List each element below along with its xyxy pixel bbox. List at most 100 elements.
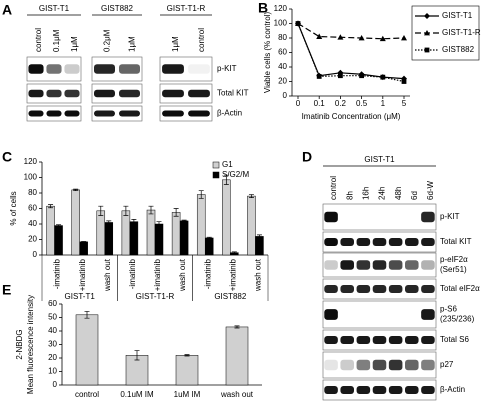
lane-label: 8h <box>345 191 354 200</box>
y-tick-label: 80 <box>278 33 287 42</box>
bar <box>196 194 206 256</box>
blot-strip <box>322 231 437 253</box>
error-bar <box>98 205 104 216</box>
legend-label: GIST-T1-R <box>442 28 481 37</box>
x-tick-label: -imatinib <box>53 258 62 289</box>
band <box>64 89 80 98</box>
band <box>94 64 115 74</box>
blot-strip <box>322 351 437 379</box>
y-tick-label: 10 <box>48 367 57 376</box>
blot-strip <box>26 56 82 82</box>
band <box>188 110 210 117</box>
band <box>356 336 371 344</box>
band <box>340 359 354 371</box>
band <box>356 386 371 394</box>
band <box>188 64 210 74</box>
legend-label: G1 <box>222 160 233 169</box>
point <box>424 30 430 36</box>
x-tick-label: wash out <box>178 258 187 292</box>
band <box>324 386 338 394</box>
band <box>162 64 184 74</box>
row-label: β-Actin <box>440 385 465 394</box>
band <box>324 238 338 246</box>
band <box>388 260 403 270</box>
x-tick-label: wash out <box>254 258 263 292</box>
error-bar <box>198 190 204 199</box>
blot-strip <box>322 379 437 401</box>
lane-label: 1μM <box>128 36 137 52</box>
bar <box>129 221 139 256</box>
band <box>340 336 354 344</box>
error-bar <box>234 325 240 329</box>
x-tick-label: -imatinib <box>203 258 212 289</box>
error-bar <box>84 311 90 319</box>
blot-strip <box>159 105 213 122</box>
x-tick-label: 1uM IM <box>174 390 201 399</box>
error-bar <box>56 224 62 227</box>
error-bar <box>206 236 212 240</box>
lane-label: 0.2μM <box>103 29 112 52</box>
x-tick-label: control <box>75 390 99 399</box>
lane-label: 48h <box>394 187 403 200</box>
error-bar <box>231 251 237 254</box>
band <box>421 386 435 394</box>
bar <box>79 241 88 256</box>
x-tick-label: 0.5 <box>356 99 368 108</box>
lane-label: control <box>329 176 338 200</box>
error-bar <box>123 205 129 216</box>
blot-strip <box>159 56 213 82</box>
band <box>64 110 80 117</box>
bar <box>54 225 63 256</box>
error-bar <box>256 234 262 239</box>
band <box>388 386 403 394</box>
band <box>162 110 184 117</box>
band <box>28 110 44 117</box>
x-tick-label: 0.1uM IM <box>120 390 154 399</box>
band <box>421 285 435 293</box>
bar <box>104 222 114 256</box>
group-label: GIST882 <box>214 292 247 301</box>
band <box>372 285 387 293</box>
y-tick-label: 100 <box>24 173 38 182</box>
bar <box>255 236 264 256</box>
legend-label: GIST882 <box>442 45 475 54</box>
band <box>340 260 354 270</box>
error-bar <box>156 221 162 227</box>
y-tick-label: 40 <box>278 62 287 71</box>
band <box>324 359 338 371</box>
point <box>380 74 386 80</box>
band <box>162 89 184 98</box>
group-label: GIST-T1 <box>65 292 96 301</box>
band <box>388 285 403 293</box>
x-tick-label: 5 <box>402 99 407 108</box>
legend-swatch <box>212 171 220 179</box>
blot-strip <box>322 329 437 351</box>
blot-strip <box>91 83 143 104</box>
band <box>421 260 435 270</box>
band <box>324 285 338 293</box>
error-bar <box>181 219 187 223</box>
blot-strip <box>322 252 437 278</box>
group-label: GIST-T1-R <box>136 292 175 301</box>
band <box>119 110 140 117</box>
row-label: p-KIT <box>440 212 460 221</box>
band <box>64 64 80 74</box>
error-bar <box>148 205 154 215</box>
x-tick-label: +imatinib <box>228 258 237 291</box>
band <box>405 386 419 394</box>
lane-label: 1μM <box>171 36 180 52</box>
band <box>94 110 115 117</box>
x-tick-label: 0 <box>296 99 301 108</box>
band <box>356 238 371 246</box>
x-tick-label: wash out <box>220 390 254 399</box>
band <box>340 238 354 246</box>
y-tick-label: 120 <box>24 157 38 166</box>
y-axis-label: 2-NBDG <box>15 329 24 359</box>
row-label: p-KIT <box>217 64 237 73</box>
band <box>405 285 419 293</box>
x-tick-label: +imatinib <box>78 258 87 291</box>
point <box>424 47 430 53</box>
y-tick-label: 0 <box>53 380 58 389</box>
lane-label: 1μM <box>70 36 79 52</box>
